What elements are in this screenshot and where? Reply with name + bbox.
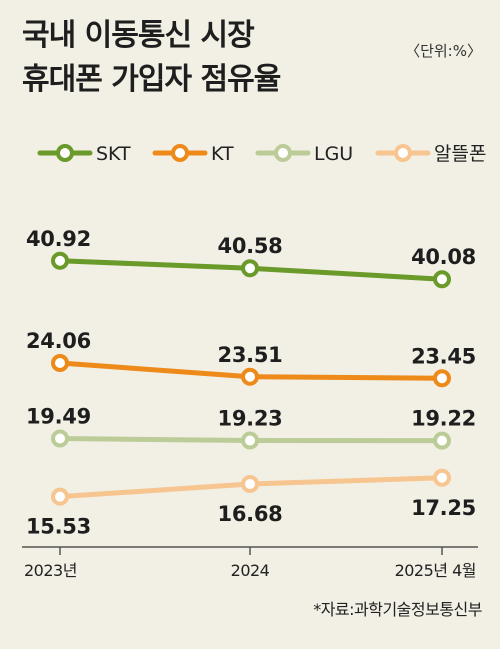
data-point-LGU-1	[241, 431, 259, 450]
source-note: *자료:과학기술정보통신부	[313, 600, 482, 619]
data-label-LGU-0: 19.49	[26, 404, 91, 428]
data-point-KT-0	[51, 354, 69, 372]
unit-label: 〈단위:%〉	[405, 42, 482, 60]
legend-label-LGU: LGU	[314, 143, 353, 165]
title-line-1: 국내 이동통신 시장	[22, 18, 255, 53]
legend-marker-알뜰폰	[394, 144, 412, 162]
legend-marker-LGU	[274, 144, 292, 162]
x-tick-label-1: 2024	[231, 561, 270, 580]
data-label-알뜰폰-0: 15.53	[26, 515, 91, 539]
data-label-KT-1: 23.51	[218, 343, 283, 367]
title-line-2: 휴대폰 가입자 점유율	[22, 62, 281, 97]
legend-marker-KT	[171, 144, 189, 162]
legend-label-알뜰폰: 알뜰폰	[434, 143, 486, 165]
data-point-SKT-2	[433, 270, 451, 289]
x-tick-label-2: 2025년 4월	[395, 561, 476, 580]
data-point-알뜰폰-2	[433, 468, 451, 487]
data-point-SKT-0	[51, 251, 69, 270]
legend-marker-SKT	[56, 144, 74, 162]
data-point-KT-2	[433, 369, 451, 388]
data-point-LGU-0	[51, 429, 69, 448]
data-label-KT-0: 24.06	[26, 329, 91, 353]
legend-label-KT: KT	[211, 143, 234, 165]
data-label-SKT-1: 40.58	[218, 234, 283, 258]
data-point-알뜰폰-0	[51, 487, 69, 506]
data-label-SKT-0: 40.92	[26, 227, 91, 251]
data-point-SKT-1	[241, 259, 259, 278]
data-label-SKT-2: 40.08	[411, 245, 476, 269]
legend-label-SKT: SKT	[96, 143, 131, 165]
chart-title: 국내 이동통신 시장 휴대폰 가입자 점유율	[22, 14, 281, 102]
data-label-LGU-1: 19.23	[218, 407, 283, 431]
data-label-LGU-2: 19.22	[411, 407, 476, 431]
data-point-KT-1	[241, 367, 259, 386]
data-label-알뜰폰-2: 17.25	[411, 496, 476, 520]
data-label-알뜰폰-1: 16.68	[218, 502, 283, 526]
x-tick-label-0: 2023년	[24, 561, 77, 580]
data-label-KT-2: 23.45	[411, 344, 476, 368]
data-point-LGU-2	[433, 431, 451, 450]
data-point-알뜰폰-1	[241, 475, 259, 494]
